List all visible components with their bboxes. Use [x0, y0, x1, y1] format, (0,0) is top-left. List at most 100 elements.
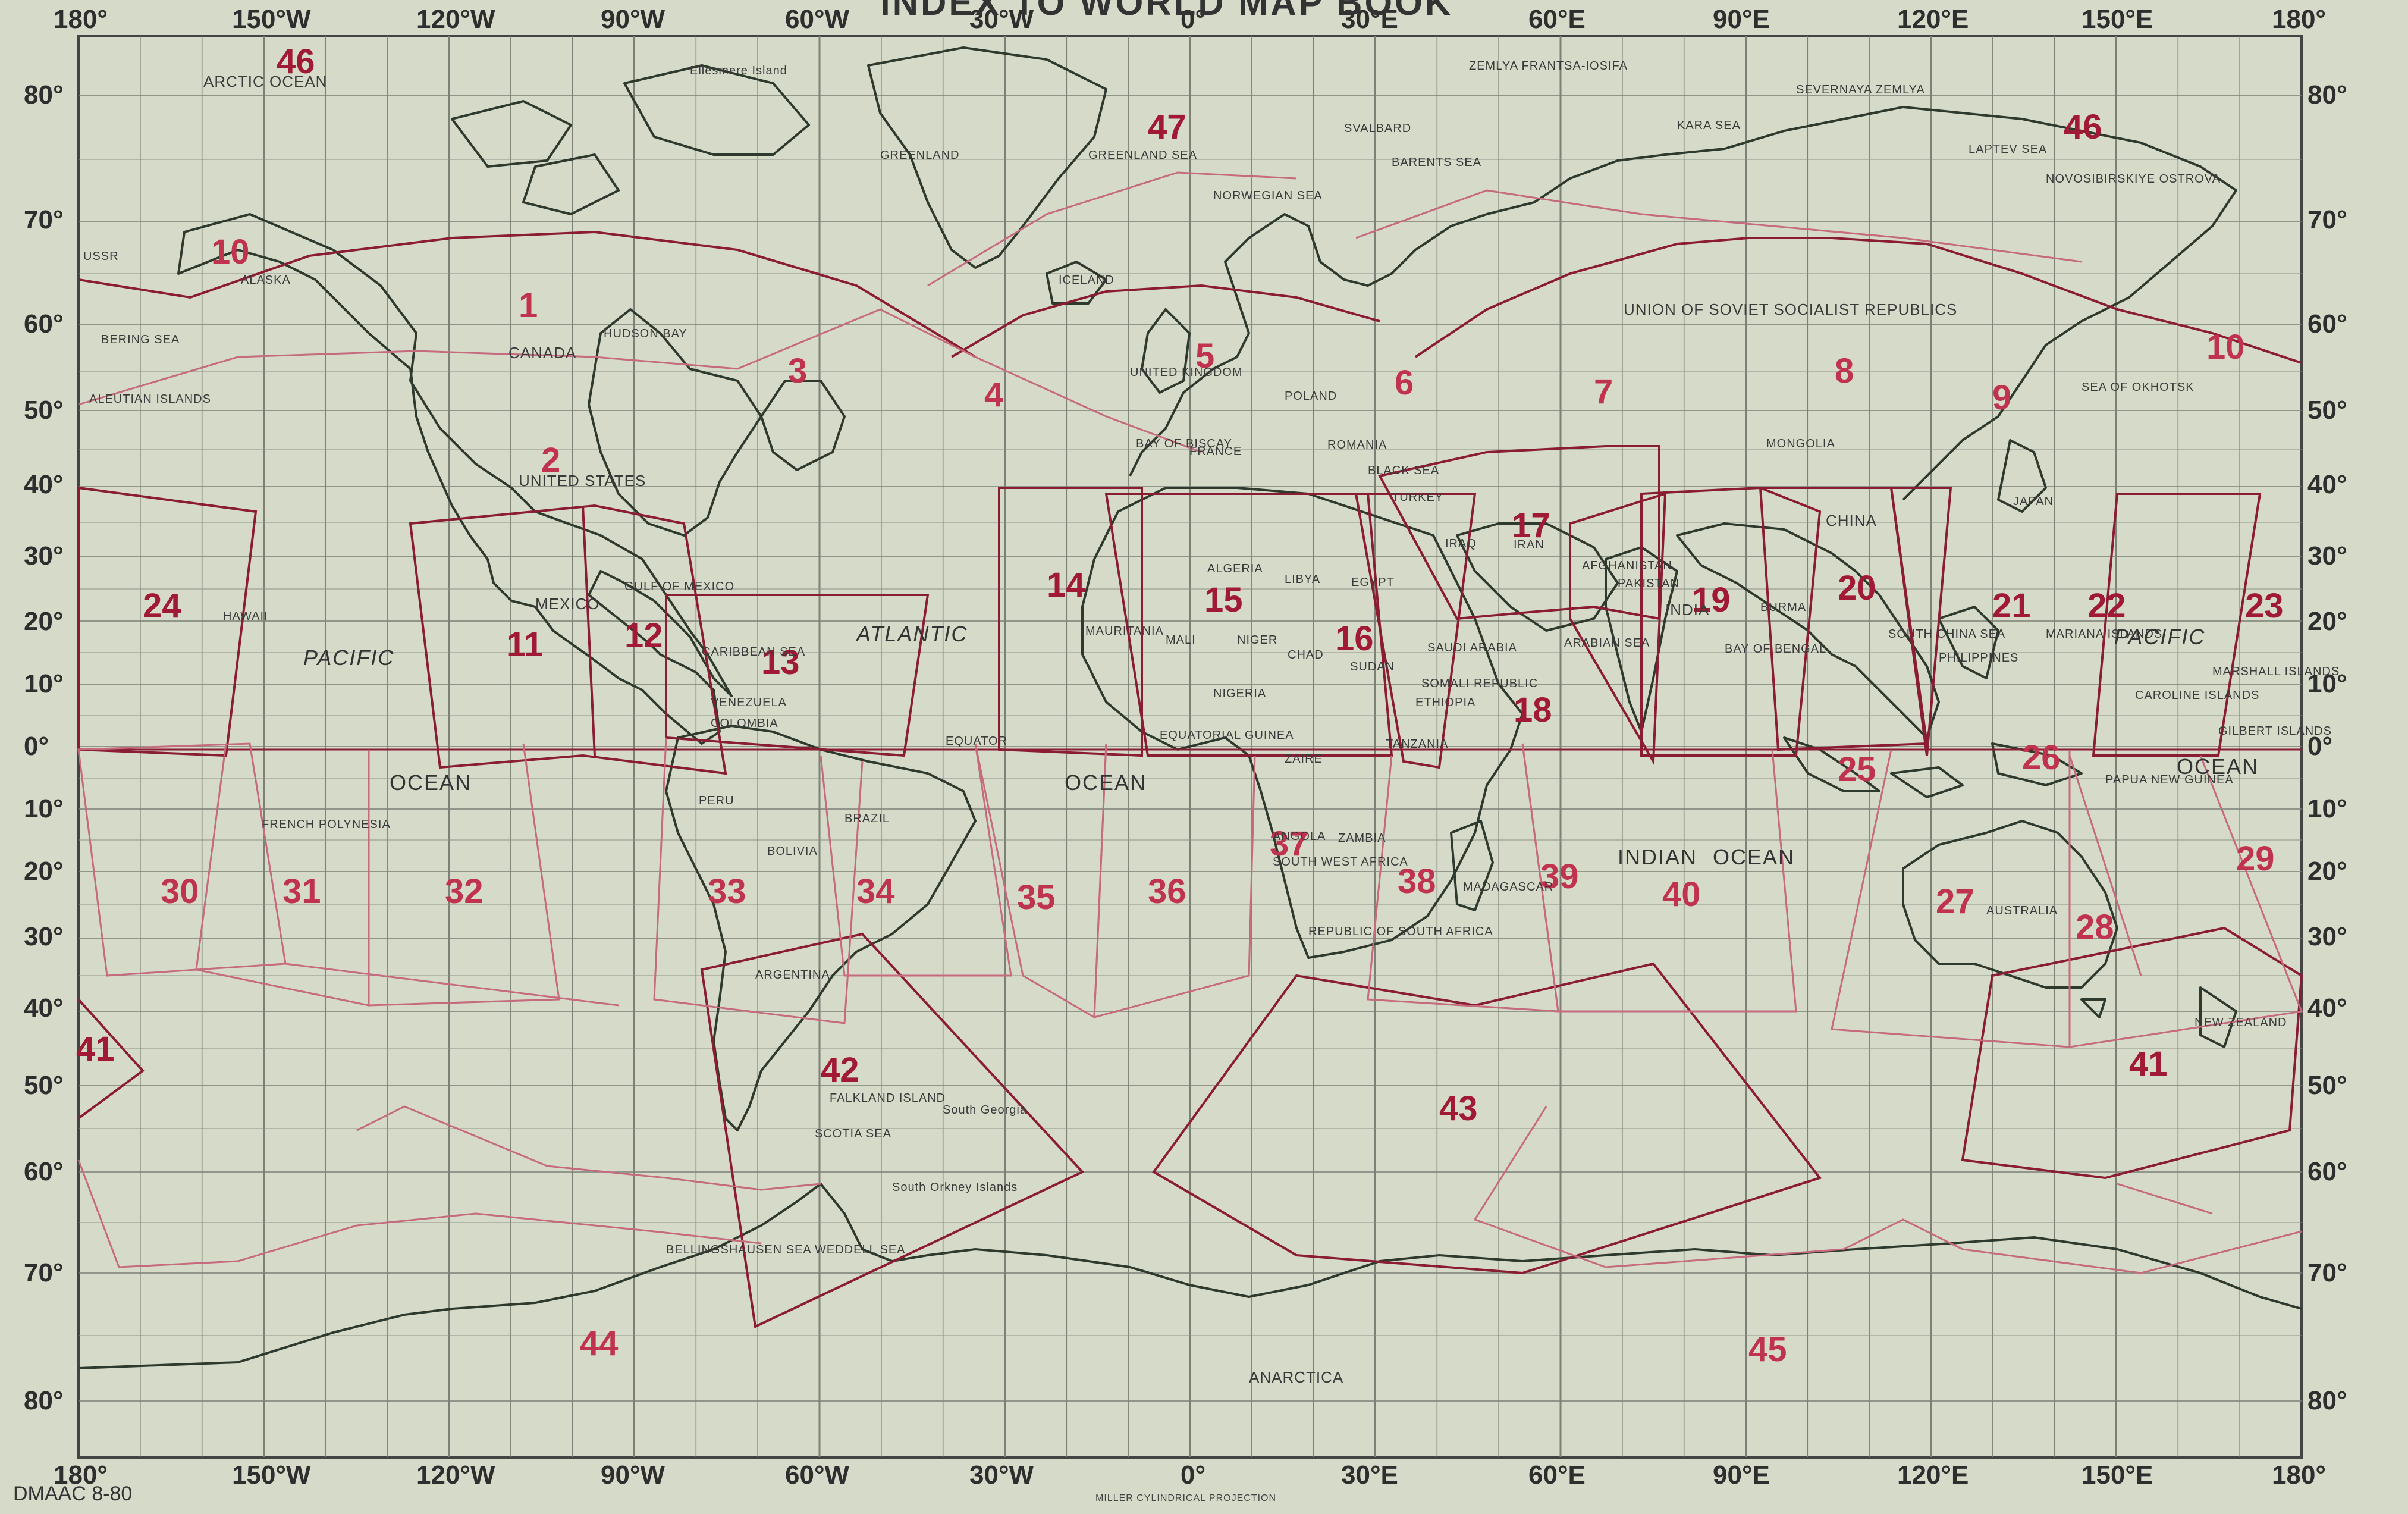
longitude-label-bottom: 60°E [1528, 1460, 1586, 1490]
ocean-label: OCEAN [1065, 770, 1147, 795]
place-label: ARABIAN SEA [1564, 637, 1650, 650]
place-label: SUDAN [1350, 660, 1395, 673]
dmaac-code: DMAAC 8-80 [13, 1482, 133, 1505]
place-label: BURMA [1760, 601, 1807, 614]
place-label: AUSTRALIA [1986, 904, 2058, 917]
longitude-label-bottom: 180° [2272, 1460, 2327, 1490]
zone-number: 34 [856, 872, 895, 911]
place-label: CAROLINE ISLANDS [2135, 689, 2260, 702]
longitude-label-top: 120°W [416, 5, 495, 34]
place-label: VENEZUELA [711, 696, 787, 709]
latitude-label-left: 10° [24, 669, 64, 698]
longitude-label-top: 60°E [1528, 5, 1586, 34]
place-label: BELLINGSHAUSEN SEA [666, 1243, 812, 1256]
zone-number: 37 [1270, 825, 1308, 863]
latitude-label-right: 80° [2307, 1386, 2347, 1415]
place-label: NOVOSIBIRSKIYE OSTROVA [2046, 173, 2221, 186]
place-label: NORWEGIAN SEA [1213, 189, 1323, 202]
zone-number: 4 [984, 375, 1004, 414]
longitude-label-top: 90°W [601, 5, 665, 34]
place-label: COLOMBIA [711, 717, 778, 730]
zone-number: 2 [541, 441, 561, 479]
zone-number: 24 [143, 587, 181, 625]
zone-number: 29 [2236, 839, 2275, 878]
longitude-label-top: 60°W [785, 5, 850, 34]
zone-number: 5 [1195, 337, 1215, 375]
place-label: ZEMLYA FRANTSA-IOSIFA [1469, 59, 1628, 73]
zone-number: 28 [2076, 908, 2114, 946]
place-label: UNION OF SOVIET SOCIALIST REPUBLICS [1624, 300, 1958, 318]
place-label: EQUATOR [946, 735, 1008, 748]
latitude-label-left: 30° [24, 922, 64, 951]
place-label: CARIBBEAN SEA [702, 645, 806, 659]
longitude-label-bottom: 150°W [232, 1460, 311, 1490]
place-label: PERU [699, 794, 734, 807]
latitude-label-left: 70° [24, 205, 64, 234]
longitude-label-bottom: 120°E [1897, 1460, 1969, 1490]
zone-number: 35 [1017, 878, 1056, 917]
latitude-label-right: 20° [2307, 607, 2347, 636]
zone-number: 22 [2087, 587, 2126, 625]
place-label: KARA SEA [1677, 119, 1741, 132]
place-label: FRANCE [1189, 445, 1242, 458]
place-label: ICELAND [1059, 274, 1114, 287]
place-label: ZAIRE [1285, 753, 1323, 766]
latitude-label-right: 20° [2307, 857, 2347, 886]
latitude-label-right: 60° [2307, 309, 2347, 338]
zone-number: 17 [1512, 506, 1550, 545]
place-label: ZAMBIA [1338, 832, 1386, 845]
zone-number: 1 [519, 286, 538, 325]
longitude-label-top: 90°E [1713, 5, 1770, 34]
place-label: ANARCTICA [1249, 1368, 1344, 1386]
place-label: SOUTH WEST AFRICA [1273, 855, 1408, 869]
zone-number: 45 [1748, 1330, 1787, 1369]
place-label: HUDSON BAY [604, 327, 687, 340]
place-label: UNITED STATES [519, 472, 646, 490]
place-label: MAURITANIA [1085, 625, 1164, 638]
place-label: GREENLAND [880, 149, 960, 162]
zone-number: 31 [282, 872, 321, 911]
place-label: SEA OF OKHOTSK [2082, 381, 2194, 394]
zone-secondary-lines [77, 171, 2303, 1274]
place-label: BAY OF BISCAY [1136, 437, 1232, 450]
longitude-label-bottom: 90°E [1713, 1460, 1770, 1490]
zone-number: 23 [2245, 587, 2284, 625]
latitude-label-right: 80° [2307, 80, 2347, 109]
place-label: BERING SEA [101, 333, 180, 346]
place-label: ROMANIA [1327, 438, 1387, 452]
place-label: BAY OF BENGAL [1725, 642, 1827, 656]
place-label: SCOTIA SEA [815, 1127, 891, 1140]
place-label: ALGERIA [1207, 562, 1263, 575]
latitude-label-left: 60° [24, 309, 64, 338]
zone-number: 13 [761, 643, 800, 682]
zone-number: 6 [1395, 363, 1414, 402]
place-label: Ellesmere Island [690, 64, 787, 77]
zone-number: 46 [2064, 108, 2102, 146]
place-label: MONGOLIA [1766, 437, 1835, 450]
zone-boundaries [77, 230, 2303, 1328]
latitude-label-right: 70° [2307, 1258, 2347, 1287]
place-label: WEDDELL SEA [815, 1243, 906, 1256]
place-label: BARENTS SEA [1392, 156, 1482, 169]
place-label: CANADA [508, 344, 577, 362]
longitude-label-top: 180° [54, 5, 108, 34]
latitude-label-right: 0° [2307, 732, 2333, 761]
longitude-label-bottom: 90°W [601, 1460, 665, 1490]
place-label: MEXICO [535, 595, 600, 613]
zone-number: 15 [1204, 581, 1243, 619]
zone-number: 27 [1936, 882, 1974, 921]
place-label: SVALBARD [1344, 122, 1412, 135]
place-label: ETHIOPIA [1415, 696, 1476, 709]
place-label: POLAND [1285, 390, 1338, 403]
longitude-label-top: 30°W [969, 5, 1034, 34]
place-label: SOUTH CHINA SEA [1888, 628, 2006, 641]
place-label: TURKEY [1392, 491, 1444, 504]
place-label: MALI [1166, 634, 1196, 647]
latitude-label-left: 40° [24, 993, 64, 1023]
place-label: PAPUA NEW GUINEA [2105, 773, 2234, 786]
latitude-label-left: 60° [24, 1157, 64, 1186]
latitude-label-left: 0° [24, 732, 49, 761]
place-label: South Georgia [943, 1104, 1027, 1117]
zone-number: 40 [1662, 875, 1701, 914]
